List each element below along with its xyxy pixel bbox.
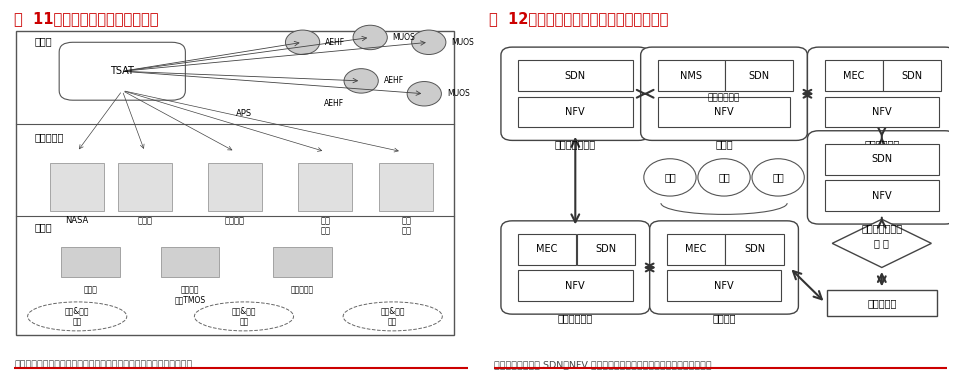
FancyBboxPatch shape <box>667 234 725 265</box>
FancyBboxPatch shape <box>208 163 262 211</box>
Text: MUOS: MUOS <box>393 33 415 42</box>
Text: MUOS: MUOS <box>452 38 474 47</box>
FancyBboxPatch shape <box>298 163 352 211</box>
Text: 地面无线基站: 地面无线基站 <box>558 313 593 323</box>
Ellipse shape <box>195 302 293 331</box>
FancyBboxPatch shape <box>518 234 576 265</box>
Text: NFV: NFV <box>872 107 892 117</box>
Circle shape <box>643 159 696 196</box>
Text: APS: APS <box>236 108 252 118</box>
FancyBboxPatch shape <box>807 47 956 141</box>
Text: TSAT: TSAT <box>110 66 134 76</box>
Text: 空间站: 空间站 <box>137 216 152 225</box>
Text: 地面段: 地面段 <box>35 222 52 232</box>
FancyBboxPatch shape <box>50 163 105 211</box>
FancyBboxPatch shape <box>827 290 937 316</box>
Text: 骨干&用户
网络: 骨干&用户 网络 <box>381 307 405 326</box>
FancyBboxPatch shape <box>518 270 633 301</box>
FancyBboxPatch shape <box>825 60 882 91</box>
FancyBboxPatch shape <box>807 131 956 224</box>
FancyBboxPatch shape <box>379 163 433 211</box>
Text: MEC: MEC <box>685 244 707 254</box>
FancyBboxPatch shape <box>883 60 942 91</box>
FancyBboxPatch shape <box>273 247 332 277</box>
Text: NFV: NFV <box>566 107 585 117</box>
Polygon shape <box>832 219 931 267</box>
Circle shape <box>698 159 750 196</box>
FancyBboxPatch shape <box>501 47 649 141</box>
FancyBboxPatch shape <box>61 247 120 277</box>
Text: 地面站: 地面站 <box>83 285 98 294</box>
FancyBboxPatch shape <box>518 97 633 127</box>
Text: 地面无线骨干网: 地面无线骨干网 <box>554 139 596 149</box>
Text: 用户网关: 用户网关 <box>713 313 736 323</box>
Text: 用户: 用户 <box>718 172 730 182</box>
Text: 骨干&用户
网络: 骨干&用户 网络 <box>65 307 89 326</box>
FancyBboxPatch shape <box>825 97 939 127</box>
Text: SDN: SDN <box>871 154 893 164</box>
FancyBboxPatch shape <box>118 163 172 211</box>
FancyBboxPatch shape <box>825 144 939 175</box>
Text: 网管电信港: 网管电信港 <box>291 285 315 294</box>
FancyBboxPatch shape <box>667 270 782 301</box>
Text: 地基
用户: 地基 用户 <box>401 216 411 236</box>
Text: 核心网: 核心网 <box>715 139 733 149</box>
Text: SDN: SDN <box>565 70 586 80</box>
Circle shape <box>286 30 319 54</box>
Circle shape <box>353 25 387 50</box>
Text: 空基
用户: 空基 用户 <box>320 216 330 236</box>
Text: NMS: NMS <box>680 70 702 80</box>
Text: MEC: MEC <box>843 70 864 80</box>
Text: AEHF: AEHF <box>384 76 404 85</box>
Text: 骨干&用户
网络: 骨干&用户 网络 <box>232 307 256 326</box>
FancyBboxPatch shape <box>160 247 220 277</box>
Text: SDN: SDN <box>748 70 769 80</box>
Text: NFV: NFV <box>566 281 585 291</box>
Text: 图  12：天地一体化中边缘计算技术示意图: 图 12：天地一体化中边缘计算技术示意图 <box>489 11 668 26</box>
FancyBboxPatch shape <box>16 31 454 335</box>
FancyBboxPatch shape <box>641 47 807 141</box>
FancyBboxPatch shape <box>501 221 649 314</box>
Text: AEHF: AEHF <box>325 38 345 47</box>
Text: 卫星地面站: 卫星地面站 <box>867 298 897 308</box>
Circle shape <box>411 30 446 54</box>
Text: 卫 星: 卫 星 <box>875 238 889 248</box>
Text: 空间段: 空间段 <box>35 36 52 46</box>
Circle shape <box>408 82 441 106</box>
Text: 业务控制中心: 业务控制中心 <box>708 93 740 102</box>
FancyBboxPatch shape <box>576 234 635 265</box>
Text: 用户终端段: 用户终端段 <box>35 132 63 142</box>
Text: MUOS: MUOS <box>447 89 470 98</box>
FancyBboxPatch shape <box>825 180 939 211</box>
Text: NFV: NFV <box>714 107 734 117</box>
Ellipse shape <box>343 302 442 331</box>
Text: 卫星地面网关: 卫星地面网关 <box>864 139 900 149</box>
Circle shape <box>344 69 378 93</box>
Text: 用户: 用户 <box>772 172 784 182</box>
FancyBboxPatch shape <box>658 97 790 127</box>
Text: 海基用户: 海基用户 <box>225 216 245 225</box>
FancyBboxPatch shape <box>725 60 792 91</box>
Text: MEC: MEC <box>536 244 558 254</box>
Text: SDN: SDN <box>901 70 923 80</box>
Ellipse shape <box>28 302 127 331</box>
Text: SDN: SDN <box>744 244 765 254</box>
Text: 资料来源：《天地一体化网络和空中接口技术研究》，东方证券研究所: 资料来源：《天地一体化网络和空中接口技术研究》，东方证券研究所 <box>14 360 193 369</box>
Text: 用户: 用户 <box>664 172 676 182</box>
FancyBboxPatch shape <box>649 221 799 314</box>
Text: 卫星地面骨干网: 卫星地面骨干网 <box>861 223 902 233</box>
Text: NFV: NFV <box>714 281 734 291</box>
Text: SDN: SDN <box>596 244 617 254</box>
FancyBboxPatch shape <box>725 234 784 265</box>
Text: NFV: NFV <box>872 191 892 201</box>
Text: 资料来源：《基于 SDN／NFV 的天地一体化网络架构研究》，东方证券研究所: 资料来源：《基于 SDN／NFV 的天地一体化网络架构研究》，东方证券研究所 <box>494 360 712 369</box>
FancyBboxPatch shape <box>59 42 185 100</box>
Text: 任务操作
系统TMOS: 任务操作 系统TMOS <box>175 285 205 304</box>
FancyBboxPatch shape <box>658 60 725 91</box>
Text: 图  11：空天接口传输技术示意图: 图 11：空天接口传输技术示意图 <box>14 11 159 26</box>
Text: NASA: NASA <box>65 216 89 225</box>
FancyBboxPatch shape <box>518 60 633 91</box>
Text: AEHF: AEHF <box>324 99 344 108</box>
Circle shape <box>752 159 805 196</box>
